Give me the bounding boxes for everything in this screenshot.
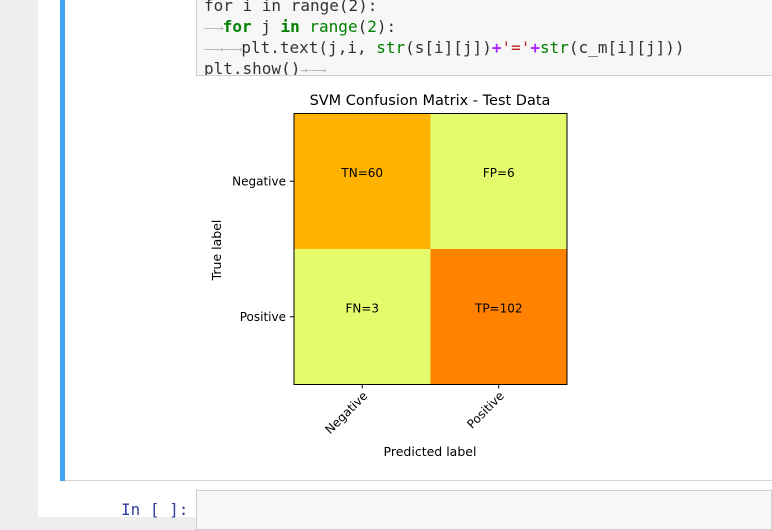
y-axis-label: True label [209,220,224,282]
code-token: 2 [367,17,377,36]
cell-annotation: FP=6 [483,166,515,180]
tab-marker: ——→ [204,21,224,35]
cell-annotation: FN=3 [345,302,379,316]
matrix-cell [294,113,431,249]
code-line: ——→for j in range(2): [204,16,396,37]
chart-title: SVM Confusion Matrix - Test Data [310,93,551,109]
cell-selection-indicator [60,0,65,481]
plot-frame [293,113,568,385]
y-tick-label: Negative [232,174,286,188]
confusion-matrix-chart: SVM Confusion Matrix - Test Data TN=60 FP… [209,93,568,459]
code-token: (c_m[i][j])) [568,38,685,57]
code-token: plt.show() [204,59,301,76]
tab-marker: →——→ [300,63,326,76]
code-token: for i in range(2): [204,0,378,15]
code-token: '=' [501,38,531,57]
code-token: (s[i][j]) [405,38,492,57]
x-tick-label: Negative [322,389,370,437]
matrix-cells: TN=60 FP=6 FN=3 TP=102 [294,113,567,385]
code-token: plt.text(j,i, [241,38,377,57]
x-tick-label: Positive [464,389,507,432]
matrix-cell [294,249,431,385]
code-token: str [540,38,569,57]
x-axis-label: Predicted label [384,444,477,459]
code-line: ——→——→plt.text(j,i, str(s[i][j])+'='+str… [204,37,685,58]
code-line: for i in range(2): [204,0,377,16]
code-token [300,17,310,36]
cell-output: SVM Confusion Matrix - Test Data TN=60 FP… [196,86,596,466]
code-token: j [251,17,281,36]
code-token: for [222,17,252,36]
code-token: ): [376,17,397,36]
tab-marker: ——→——→ [204,42,242,56]
next-cell-prompt: In [ ]: [121,500,189,519]
matrix-cell [430,113,567,249]
code-token: + [491,38,502,57]
code-token: str [376,38,406,57]
matrix-cell [430,249,567,385]
code-token: ( [357,17,368,36]
code-token: range [309,17,358,36]
code-token: in [280,17,300,36]
code-line: plt.show()→——→ [204,58,326,76]
y-tick-label: Positive [240,310,286,324]
next-cell-input[interactable] [196,490,772,530]
code-token: + [530,38,541,57]
code-cell[interactable] [60,0,772,481]
cell-annotation: TP=102 [474,302,523,316]
code-editor[interactable]: for i in range(2): ——→for j in range(2): —… [196,0,772,76]
cell-annotation: TN=60 [340,166,383,180]
